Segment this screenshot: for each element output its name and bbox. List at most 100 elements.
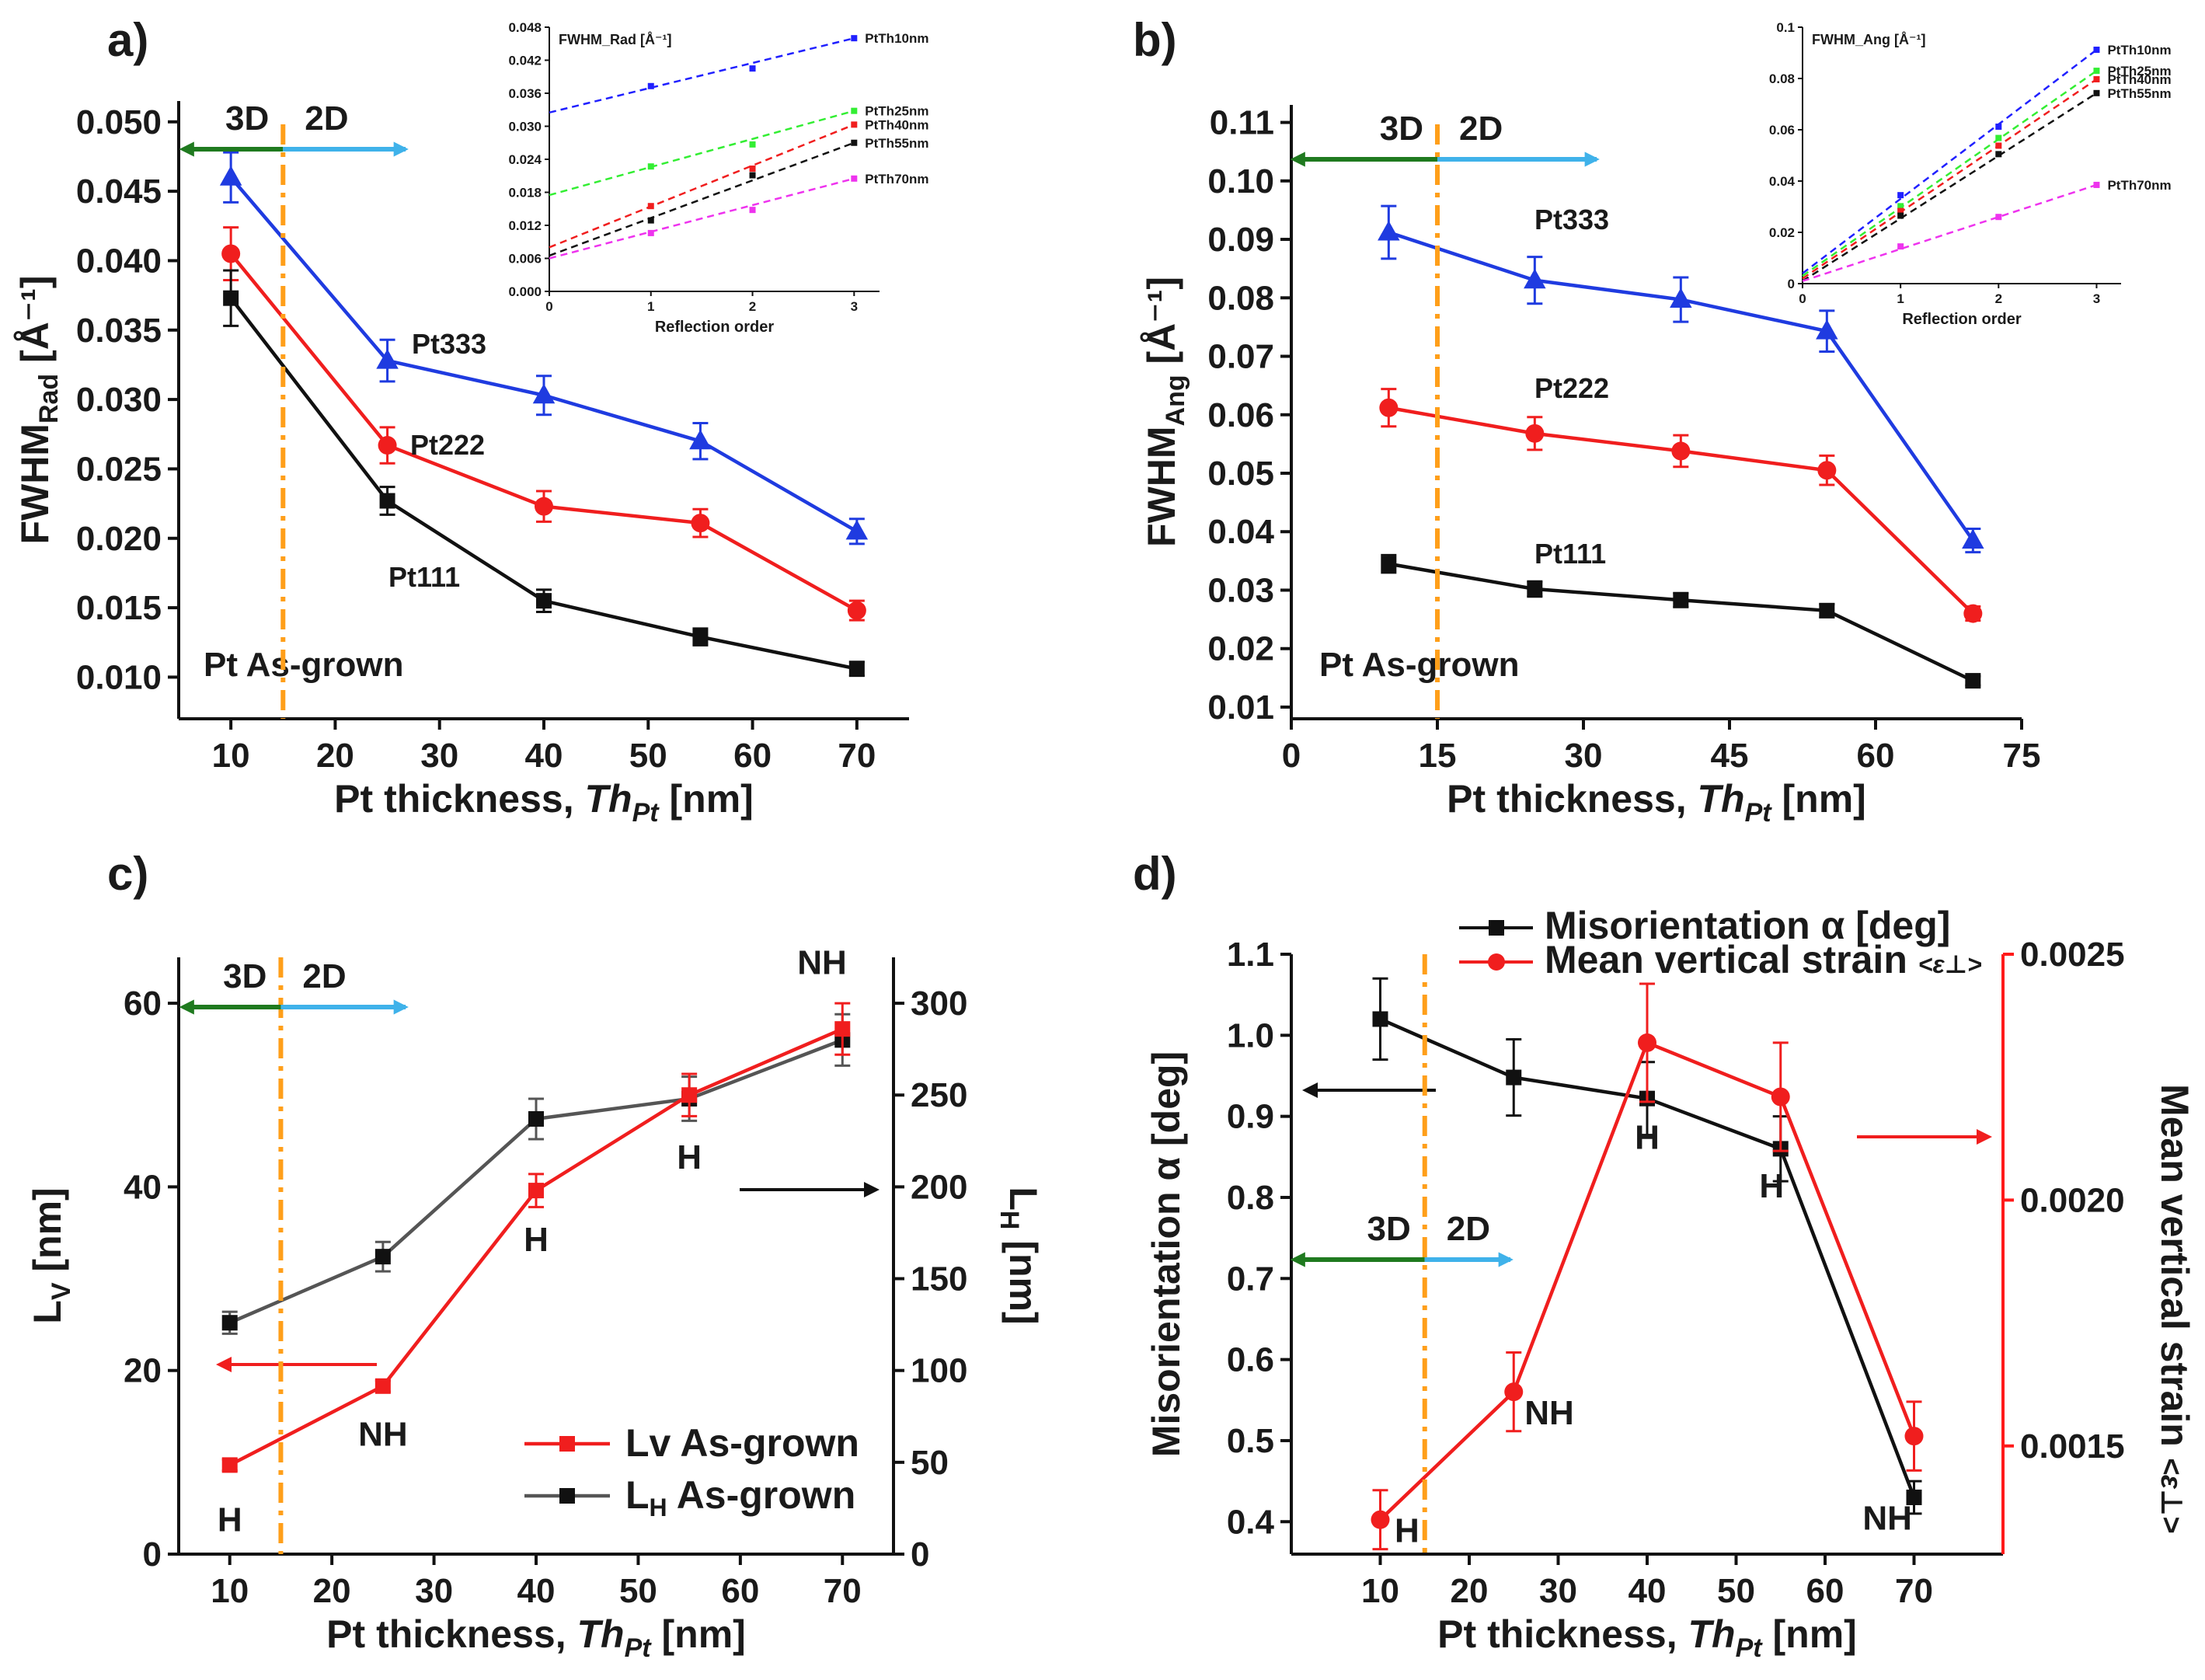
y-right-axis-title: Mean vertical strain <ε⊥> <box>2153 1084 2196 1533</box>
panel-label: a) <box>107 14 148 66</box>
site-label: NH <box>1862 1500 1912 1538</box>
inset-y-tick-label: 0.006 <box>508 252 542 267</box>
series-Pt111-point <box>1381 556 1397 572</box>
inset-fit-line <box>1802 49 2098 274</box>
series-label-pt111: Pt111 <box>388 561 460 593</box>
inset-point <box>2093 47 2100 54</box>
series-Pt111-point <box>692 629 709 645</box>
inset-y-tick-label: 0.000 <box>508 284 542 299</box>
y-tick-label: 0.02 <box>1207 630 1274 668</box>
inset-series-label: PtTh55nm <box>865 136 928 151</box>
legend-lh-marker <box>559 1488 575 1504</box>
label-part: [nm] <box>659 777 754 821</box>
y-tick-label: 0.030 <box>76 381 162 419</box>
inset-point <box>1897 212 1904 219</box>
y-tick-label: 60 <box>124 985 162 1023</box>
y-tick-label: 20 <box>124 1352 162 1390</box>
series-Pt222-point <box>847 601 866 620</box>
series-Pt222-point <box>1379 398 1399 417</box>
legend-strain-text: Mean vertical strain <ε⊥> <box>1545 938 1982 981</box>
label-part: [nm] <box>651 1612 746 1656</box>
label-part: Pt thickness, <box>1447 777 1697 821</box>
panel-d: 10 20 30 40 50 60 70 0.4 0.5 0.6 0.7 0.8 0.9 1.0 1.1 0.… <box>1133 848 2196 1663</box>
series-misorientation-point <box>1906 1489 1922 1505</box>
series-strain-point <box>1904 1427 1924 1446</box>
site-label: NH <box>358 1416 408 1454</box>
x-axis-title: Pt thickness, ThPt [nm] <box>326 1612 746 1663</box>
legend-strain-marker <box>1488 953 1505 971</box>
label-part: Pt thickness, <box>1437 1612 1688 1656</box>
inset-point <box>647 163 654 170</box>
label-part: L <box>26 1300 69 1324</box>
x-tick-label: 15 <box>1419 737 1457 775</box>
site-label: H <box>1395 1511 1419 1549</box>
inset-point <box>749 65 756 72</box>
y-tick-label: 0.06 <box>1207 396 1274 434</box>
y-tick-label: 0.03 <box>1207 571 1274 609</box>
label-3d: 3D <box>1380 110 1423 148</box>
x-tick-label: 20 <box>313 1572 351 1610</box>
series-strain-point <box>1771 1087 1790 1107</box>
y-tick-label: 0.09 <box>1207 221 1274 259</box>
panel-c: 10 20 30 40 50 60 70 0 20 40 60 0 50 100 150 200 250 300 P… <box>26 848 1045 1663</box>
inset-fit-line <box>549 177 855 260</box>
label-part: Pt <box>632 798 660 828</box>
x-tick-label: 10 <box>211 1572 249 1610</box>
inset-series-label: PtTh55nm <box>2107 86 2171 101</box>
inset-y-tick-label: 0.018 <box>508 186 542 200</box>
series-Pt333-point <box>1670 288 1692 308</box>
label-part: Th <box>585 777 632 821</box>
x-tick-label: 70 <box>1895 1572 1933 1610</box>
y-tick-label: 0.07 <box>1207 338 1274 376</box>
label-part: V <box>47 1282 76 1300</box>
series-Pt222-line <box>229 253 858 612</box>
inset-series-label: PtTh25nm <box>2107 64 2171 78</box>
y-tick-label: 0.0015 <box>2020 1427 2125 1466</box>
series-Pt333-point <box>219 166 242 186</box>
inset-fit-line <box>1802 78 2098 280</box>
inset-point <box>2093 181 2100 188</box>
series-label-pt222: Pt222 <box>1534 372 1609 404</box>
inset-x-tick-label: 3 <box>851 299 858 314</box>
inset-x-tick-label: 1 <box>1897 291 1904 306</box>
y-left-axis-title: Misorientation α [deg] <box>1144 1051 1188 1457</box>
legend-lv-marker <box>559 1436 575 1452</box>
inset-point <box>2093 68 2100 75</box>
y-tick-label: 0.0020 <box>2020 1181 2125 1219</box>
inset-x-title: Reflection order <box>1902 311 2022 328</box>
inset-point <box>2093 89 2100 96</box>
label-3d: 3D <box>223 957 266 995</box>
inset-x-tick-label: 0 <box>1799 291 1806 306</box>
series-Pt111-point <box>1527 580 1543 597</box>
inset-y-tick-label: 0.02 <box>1769 225 1795 240</box>
x-tick-label: 30 <box>420 737 458 775</box>
label-part: H <box>650 1494 667 1521</box>
label-part: Lv As-grown <box>625 1421 859 1465</box>
series-strain-point <box>1638 1033 1656 1052</box>
label-part: [Å⁻¹] <box>1140 277 1183 375</box>
series-Lv-point <box>681 1087 698 1103</box>
y-tick-label: 0.05 <box>1207 455 1274 493</box>
x-tick-label: 60 <box>1806 1572 1844 1610</box>
inset-series-label: PtTh70nm <box>865 172 928 186</box>
inset-point <box>749 141 756 148</box>
series-Pt111-point <box>1673 592 1689 608</box>
inset-y-tick-label: 0.04 <box>1769 174 1796 189</box>
series-Pt222-point <box>1525 423 1545 443</box>
y-tick-label: 300 <box>911 985 967 1023</box>
series-Pt111-line <box>229 297 858 671</box>
series-Pt222-point <box>1671 441 1691 461</box>
label-part: Th <box>577 1612 625 1656</box>
label-part: [nm] <box>1771 777 1866 821</box>
inset-x-tick-label: 3 <box>2093 291 2100 306</box>
legend-misorientation-marker <box>1489 920 1504 936</box>
x-tick-label: 70 <box>838 737 876 775</box>
y-tick-label: 1.0 <box>1227 1016 1274 1054</box>
legend-misorientation-text: Misorientation α [deg] <box>1545 904 1950 947</box>
legend-lv-text: Lv As-grown <box>625 1421 859 1465</box>
label-part: Rad <box>34 374 64 423</box>
inset-point <box>1995 124 2002 131</box>
series-Lv-point <box>374 1378 391 1394</box>
y-tick-label: 250 <box>911 1076 967 1114</box>
series-strain-point <box>1371 1510 1390 1529</box>
